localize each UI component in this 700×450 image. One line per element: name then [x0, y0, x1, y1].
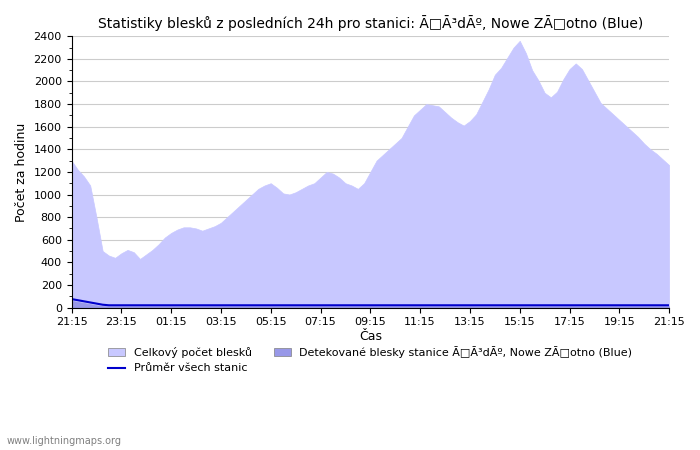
- Text: www.lightningmaps.org: www.lightningmaps.org: [7, 436, 122, 446]
- Title: Statistiky blesků z posledních 24h pro stanici: Ā□Ā³dĀº, Nowe ZĀ□otno (Blue): Statistiky blesků z posledních 24h pro s…: [98, 15, 643, 31]
- X-axis label: Čas: Čas: [359, 330, 382, 343]
- Legend: Celkový počet blesků, Průměr všech stanic, Detekované blesky stanice Ā□Ā³dĀº, No: Celkový počet blesků, Průměr všech stani…: [104, 342, 637, 378]
- Y-axis label: Počet za hodinu: Počet za hodinu: [15, 122, 28, 221]
